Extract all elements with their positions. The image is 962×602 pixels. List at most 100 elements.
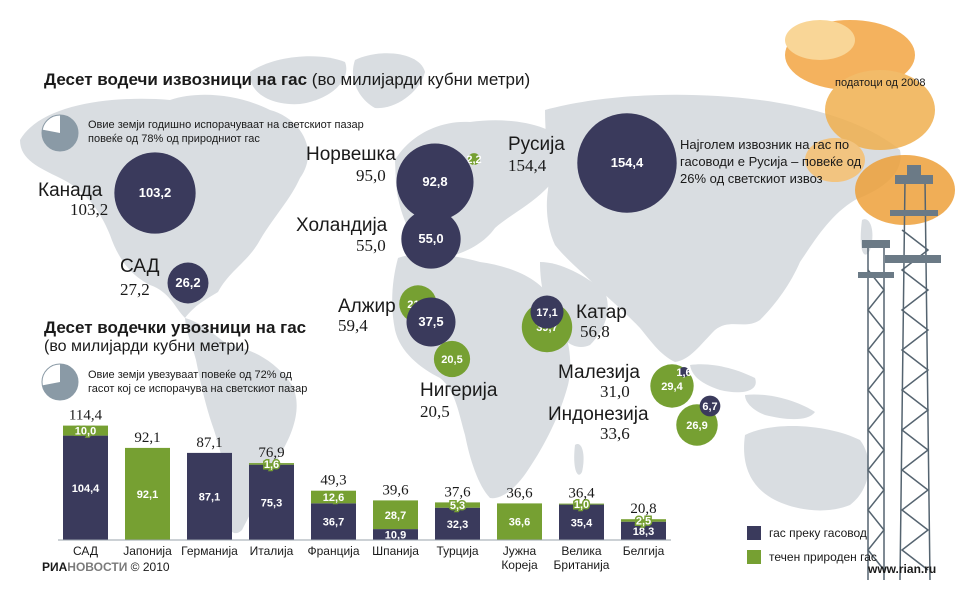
exporter-2-pipeline-label: 92,8 [422, 174, 447, 189]
import-bar-9-pipeline [621, 521, 666, 540]
import-bar-9-total: 20,8 [630, 501, 656, 517]
exporter-3-pipeline-bubble: 55,0 [401, 209, 461, 269]
import-bar-2-total: 87,1 [196, 435, 222, 451]
import-bar-4-total: 49,3 [320, 473, 346, 489]
exporter-9-total: 33,6 [600, 424, 630, 443]
import-bar-8-lng [559, 503, 604, 505]
import-bar-2: 87,1 87,1 Германија [181, 435, 238, 558]
exporter-4-pipeline-bubble: 154,4 [577, 113, 677, 213]
import-bar-4-lng-label: 12,6 [323, 492, 344, 504]
site-url: www.rian.ru [868, 562, 937, 576]
exporter-7-pipeline-bubble: 17,1 [530, 295, 564, 329]
exporter-9-pipeline-bubble: 6,7 [699, 395, 721, 417]
exporter-6-lng-label: 20,5 [441, 354, 462, 366]
import-bar-6-lng [435, 502, 480, 508]
exporters-share-pie [41, 114, 79, 152]
import-bar-7-category-line0: Јужна [503, 544, 537, 558]
exporter-2-pipeline-bubble: 92,8 [396, 143, 474, 221]
legend-swatch-pipeline [747, 526, 761, 540]
exporter-5-total: 59,4 [338, 316, 368, 335]
exporter-7-total: 56,8 [580, 322, 610, 341]
import-bar-5-lng [373, 500, 418, 530]
importers-note: Овие земји увезуваат повеќе од 72% од га… [88, 369, 308, 395]
import-bar-3-lng [249, 463, 294, 465]
import-bar-9-pipeline-label: 18,3 [633, 526, 654, 538]
import-bar-1-lng-label: 92,1 [137, 489, 158, 501]
import-bar-4-pipeline [311, 503, 356, 540]
exporter-8-lng-label: 29,4 [661, 381, 683, 393]
exporter-9-lng-label: 26,9 [686, 420, 707, 432]
exporter-1-total: 27,2 [120, 280, 150, 299]
import-bar-4-lng [311, 490, 356, 504]
title-main: Десет водечи извозници на гас [44, 70, 308, 89]
importers-unit: (во милијарди кубни метри) [44, 338, 250, 355]
import-bar-9-lng-label: 2,5 [636, 515, 651, 527]
import-bar-6-category: Турција [436, 544, 478, 558]
exporter-8-name: Малезија [558, 362, 640, 383]
import-bar-8-pipeline [559, 504, 604, 540]
exporter-1-pipeline-bubble: 26,2 [167, 262, 209, 304]
exporters-pie-share [42, 115, 78, 151]
title-unit: (во милијарди кубни метри) [311, 70, 531, 89]
exporter-3-total: 55,0 [356, 236, 386, 255]
import-bar-6: 32,3 5,337,6 Турција [435, 484, 480, 558]
import-bar-7-total: 36,6 [506, 485, 533, 501]
exporter-3-pipeline-label: 55,0 [418, 231, 443, 246]
import-bar-8-total: 36,4 [568, 486, 595, 502]
import-bar-9: 18,32,520,8 Белгија [621, 501, 666, 558]
import-bar-3-total: 76,9 [258, 445, 284, 461]
import-bar-8-category-line1: Британија [554, 558, 610, 572]
import-bar-5-total: 39,6 [382, 482, 409, 498]
import-bar-0-category: САД [73, 544, 98, 558]
import-bar-0-lng [63, 425, 108, 436]
brand-part-b: НОВОСТИ [67, 560, 128, 574]
import-bar-8-lng-label: 1,0 [574, 499, 589, 511]
import-bar-5-pipeline [373, 529, 418, 540]
exporter-2-lng-label: 2,2 [466, 154, 481, 166]
exporter-9-pipeline-label: 6,7 [702, 401, 717, 413]
legend-swatch-lng [747, 550, 761, 564]
import-bar-8-pipeline-label: 35,4 [571, 517, 593, 529]
import-bar-0: 104,4 10,0 114,4 САД [63, 408, 108, 558]
import-bar-5: 10,9 28,7 39,6 Шпанија [372, 482, 419, 558]
exporters-note: Овие земји годишно испорачуваат на светс… [88, 119, 364, 145]
russia-note: Најголем извозник на гас по гасоводи е Р… [680, 137, 862, 186]
exporter-0-name: Канада [38, 180, 103, 201]
import-bar-0-total: 114,4 [69, 408, 103, 424]
import-bar-6-pipeline [435, 507, 480, 540]
import-bar-4-category: Франција [307, 544, 359, 558]
import-bar-9-lng [621, 519, 666, 522]
exporter-3-name: Холандија [296, 215, 388, 236]
import-bar-4: 36,7 12,6 49,3 Франција [307, 473, 359, 558]
exporter-8-pipeline-bubble: 1,6 [676, 366, 692, 379]
importers-pie-share [42, 364, 78, 400]
brand-part-a: РИА [42, 560, 68, 574]
import-bar-7-category-line1: Кореја [501, 558, 538, 572]
exporter-7-pipeline-label: 17,1 [536, 307, 557, 319]
import-bar-0-pipeline-label: 104,4 [72, 483, 100, 495]
importers-title: Десет водечки увозници на гас [44, 318, 307, 337]
importers-share-pie [41, 363, 79, 401]
import-bar-7-lng [497, 503, 542, 540]
import-bar-3: 75,3 1,676,9 Италија [249, 445, 294, 558]
page-title: Десет водечи извозници на гас (во милија… [44, 70, 530, 90]
import-bar-3-lng-label: 1,6 [264, 459, 279, 471]
exporter-9-name: Индонезија [548, 404, 649, 425]
exporter-8-total: 31,0 [600, 382, 630, 401]
import-bar-3-pipeline-label: 75,3 [261, 497, 282, 509]
year-note: податоци од 2008 [835, 77, 926, 89]
exporter-5-pipeline-label: 37,5 [418, 314, 443, 329]
import-bar-6-pipeline-label: 32,3 [447, 519, 468, 531]
legend-label-pipeline: гас преку гасовод [769, 526, 867, 540]
import-bar-8-category-line0: Велика [561, 544, 601, 558]
import-bar-4-pipeline-label: 36,7 [323, 517, 344, 529]
legend-label-lng: течен природен гас [769, 550, 877, 564]
exporter-4-pipeline-label: 154,4 [611, 155, 644, 170]
import-bar-7-lng-label: 36,6 [509, 517, 530, 529]
